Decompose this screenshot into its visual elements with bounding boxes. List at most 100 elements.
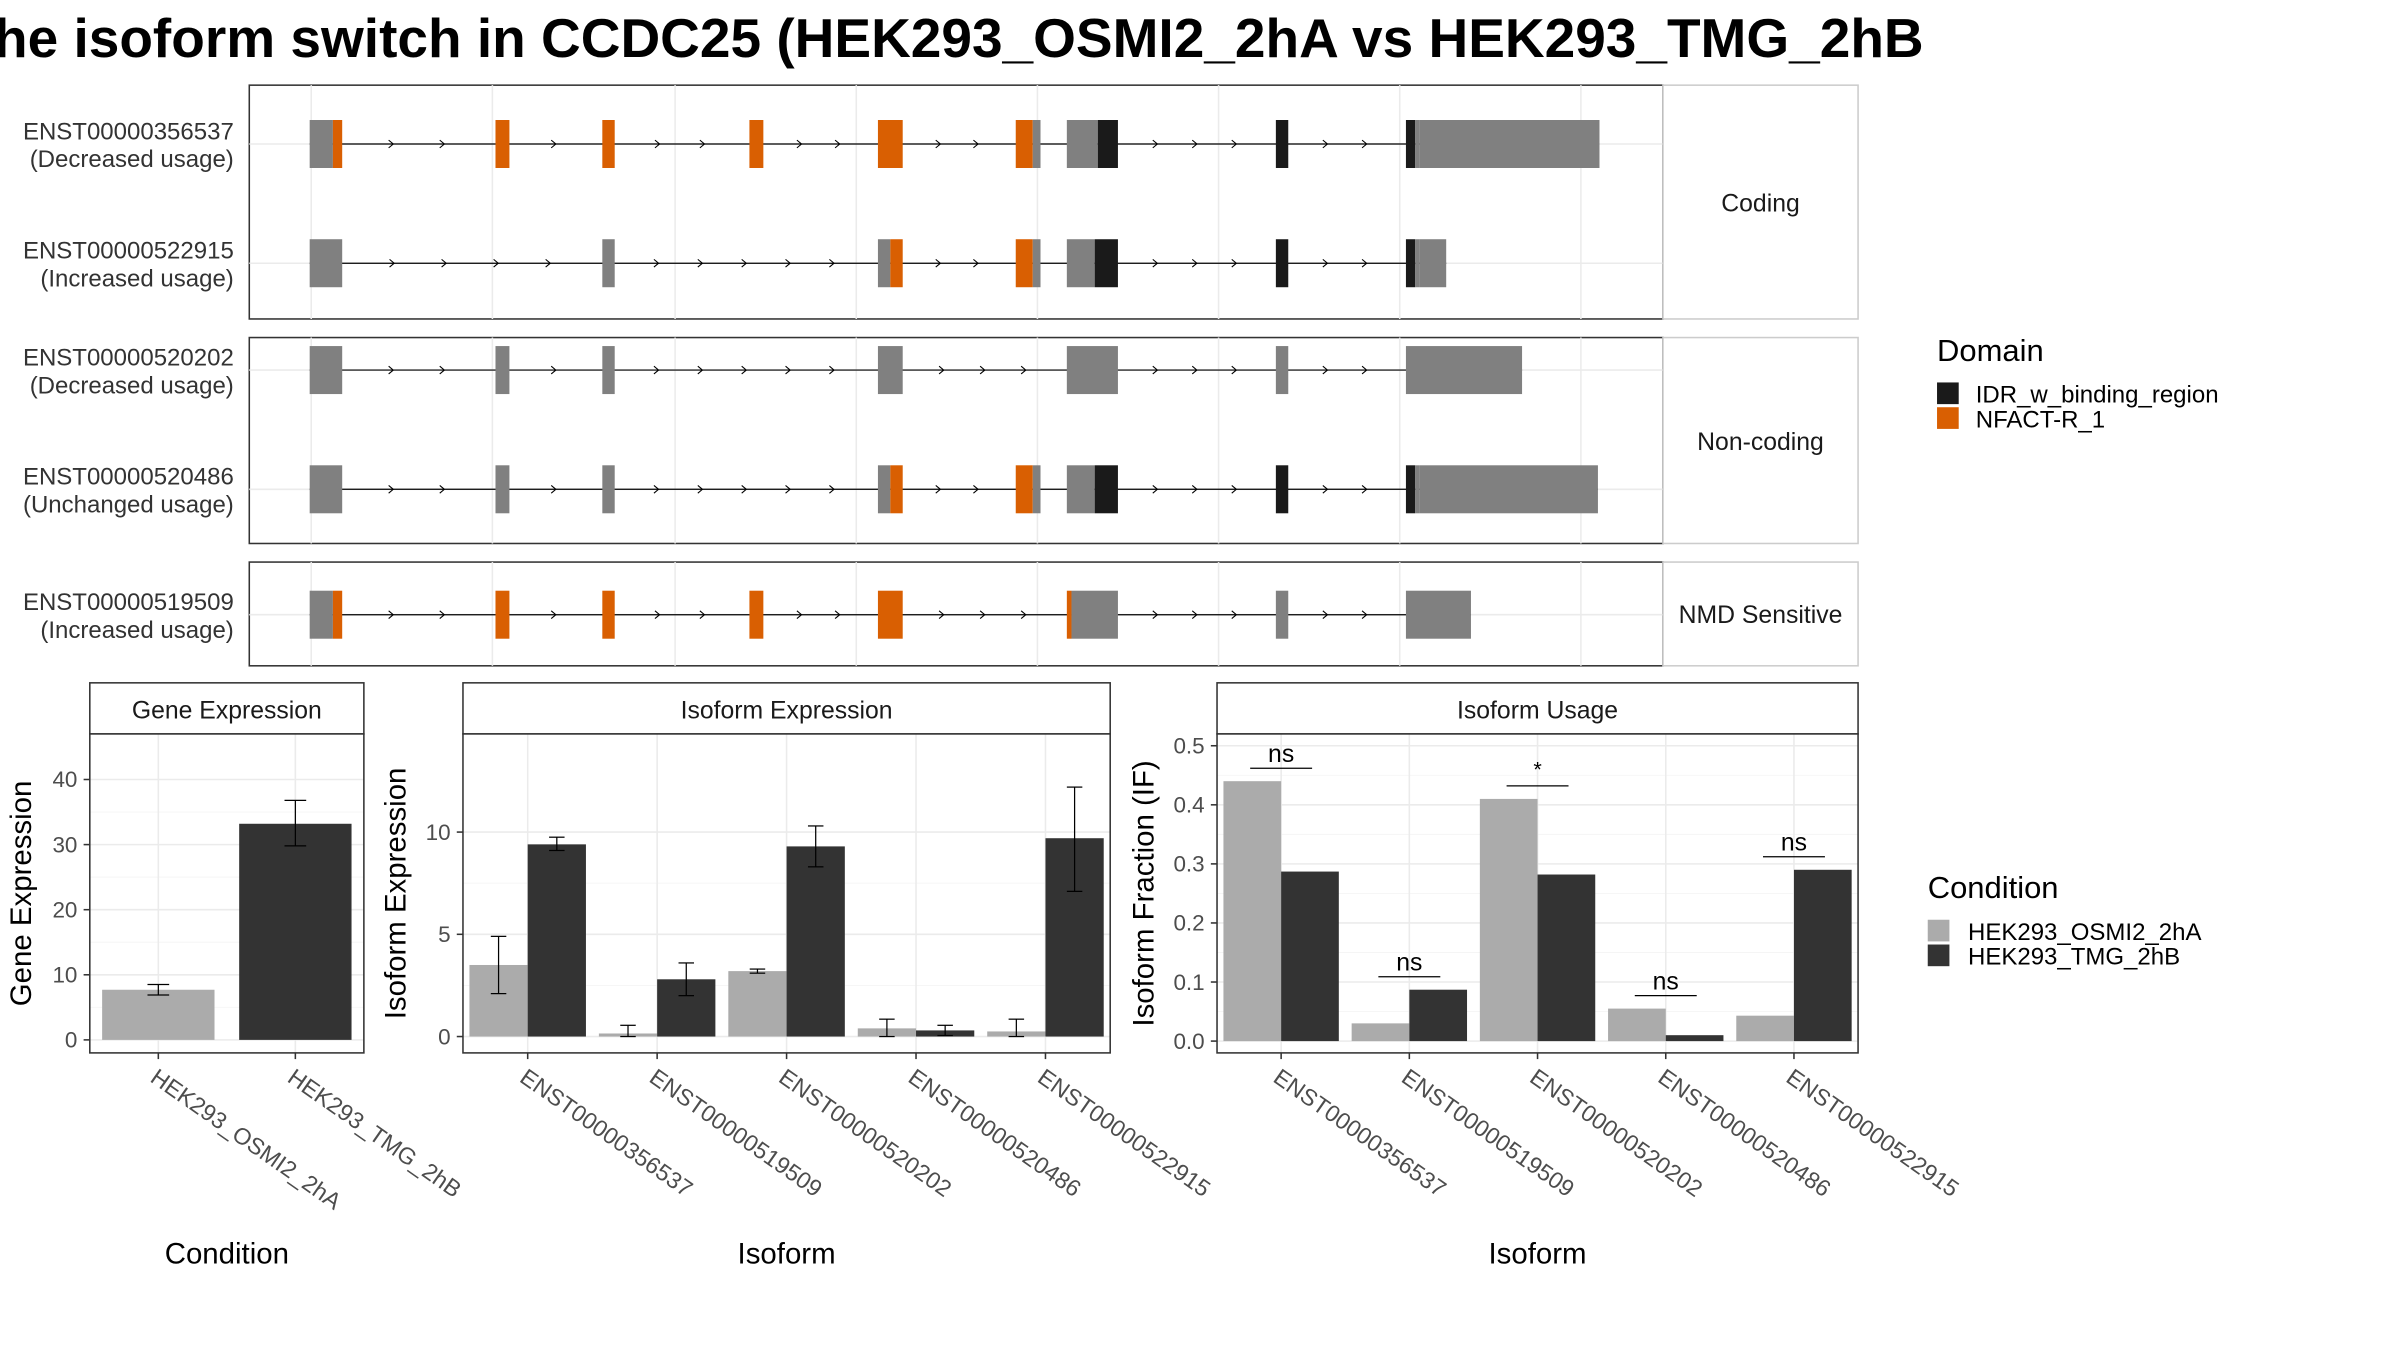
y-tick-label: 30: [52, 832, 77, 857]
exon: [602, 465, 615, 514]
exon: [602, 239, 615, 288]
transcript-id: ENST00000522915: [23, 238, 234, 265]
intron-arrow: [697, 258, 704, 268]
significance-label: *: [1533, 757, 1542, 782]
exon: [1275, 239, 1289, 288]
intron-arrow: [545, 258, 552, 268]
intron-arrow: [829, 485, 835, 494]
intron-arrow: [389, 258, 396, 268]
chart-title: Gene Expression: [132, 697, 322, 724]
intron-arrow: [697, 365, 704, 375]
y-tick-label: 0.5: [1173, 733, 1204, 758]
intron-arrow: [973, 485, 979, 494]
exon: [495, 346, 510, 395]
y-tick-label: 0.0: [1173, 1029, 1204, 1054]
bar: [102, 989, 215, 1040]
exon: [1419, 239, 1447, 288]
y-tick-label: 10: [426, 820, 451, 845]
intron-arrow: [741, 258, 748, 268]
bar: [1409, 989, 1468, 1042]
bar: [239, 823, 352, 1040]
bar: [1793, 869, 1852, 1042]
exon: [1415, 120, 1420, 168]
exon: [1032, 239, 1041, 288]
exon: [1405, 346, 1523, 395]
intron-arrow: [653, 485, 660, 494]
exon: [1032, 465, 1041, 514]
chart-title: Isoform Expression: [681, 697, 893, 724]
intron-arrow: [1322, 139, 1329, 149]
group-strip: [1662, 336, 1859, 545]
y-tick-label: 0.4: [1173, 793, 1204, 818]
intron-arrow: [796, 139, 803, 149]
group-label: Coding: [1721, 190, 1799, 217]
group-label: Non-coding: [1697, 429, 1824, 456]
exon: [309, 239, 343, 288]
intron-arrow: [1322, 485, 1329, 494]
intron-arrow: [829, 365, 835, 375]
condition-legend-label: HEK293_TMG_2hB: [1968, 944, 2180, 971]
intron-arrow: [388, 365, 395, 375]
exon: [1405, 590, 1471, 639]
plot-border: [89, 733, 365, 1054]
intron-arrow: [785, 258, 792, 268]
intron-arrow: [1361, 258, 1368, 268]
exon: [309, 346, 343, 395]
intron-arrow: [653, 365, 660, 375]
intron-arrow: [1322, 365, 1329, 375]
intron-arrow: [741, 365, 748, 375]
exon: [1066, 590, 1072, 639]
transcript-usage: (Unchanged usage): [23, 492, 234, 519]
group-strip: [1662, 561, 1859, 667]
transcript-usage: (Decreased usage): [30, 146, 234, 173]
exon: [1015, 239, 1033, 288]
exon: [1066, 239, 1095, 288]
exon: [1275, 590, 1289, 639]
intron-arrow: [829, 258, 835, 268]
intron-arrow: [1361, 365, 1368, 375]
bar: [1351, 1023, 1410, 1042]
intron-arrow: [388, 610, 395, 619]
intron-arrow: [1231, 258, 1238, 268]
condition-legend-title: Condition: [1928, 870, 2059, 905]
intron-arrow: [654, 610, 661, 619]
intron-arrow: [654, 139, 661, 149]
intron-arrow: [1361, 485, 1368, 494]
exon: [1066, 465, 1095, 514]
group-label: NMD Sensitive: [1679, 602, 1843, 629]
intron-arrow: [550, 610, 557, 619]
intron-arrow: [1152, 610, 1159, 619]
figure-title: he isoform switch in CCDC25 (HEK293_OSMI…: [0, 7, 1924, 69]
intron-arrow: [1152, 258, 1159, 268]
group-strip: [1662, 84, 1859, 320]
intron-arrow: [697, 485, 704, 494]
chart-strip: [462, 682, 1111, 735]
exon: [602, 590, 615, 639]
intron-arrow: [785, 485, 792, 494]
bar: [1608, 1008, 1666, 1042]
condition-legend-key: [1927, 944, 1950, 967]
intron-arrow: [1152, 139, 1159, 149]
exon: [309, 120, 333, 168]
y-tick-label: 0.2: [1173, 911, 1204, 936]
exon: [1015, 120, 1033, 168]
intron-arrow: [550, 139, 557, 149]
intron-arrow: [1231, 365, 1238, 375]
intron-arrow: [1191, 139, 1198, 149]
transcript-id: ENST00000520486: [23, 464, 234, 491]
transcript-id: ENST00000356537: [23, 118, 234, 145]
chart-strip: [89, 682, 365, 735]
exon: [1415, 239, 1420, 288]
x-axis-title: Isoform: [738, 1237, 836, 1270]
exon: [1275, 120, 1289, 168]
exon: [890, 465, 903, 514]
bar: [1281, 871, 1339, 1042]
transcript-usage: (Decreased usage): [30, 372, 234, 399]
y-axis-title: Isoform Fraction (IF): [1128, 760, 1161, 1026]
domain-legend-title: Domain: [1937, 333, 2044, 368]
intron-arrow: [935, 258, 942, 268]
y-tick-label: 10: [52, 963, 77, 988]
x-axis-title: Condition: [165, 1237, 289, 1270]
intron-arrow: [1152, 485, 1159, 494]
